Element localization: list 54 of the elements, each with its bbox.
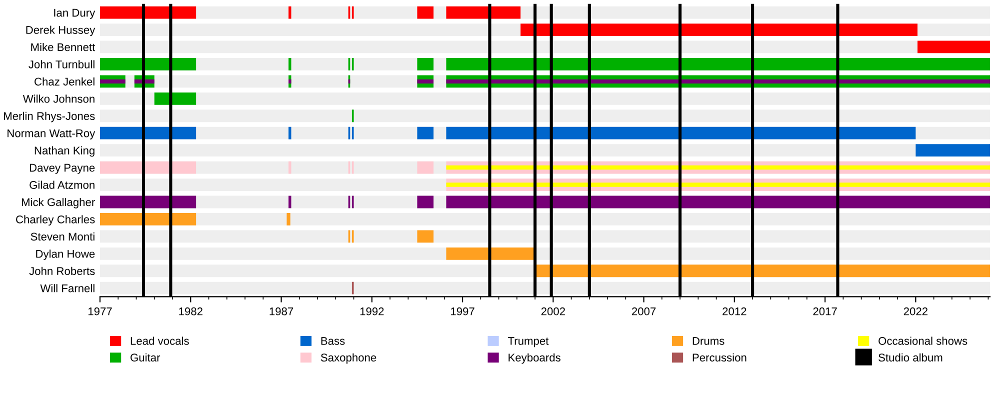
legend-label: Drums: [692, 337, 724, 345]
legend-label: Studio album: [878, 353, 942, 362]
y-tick-label: Dylan Howe: [36, 250, 95, 260]
x-tick-label: 1987: [270, 307, 294, 316]
x-tick-label: 1997: [451, 307, 474, 316]
legend-label: Keyboards: [508, 353, 560, 364]
bar: [417, 6, 434, 19]
y-tick-label: Mike Bennett: [31, 42, 96, 52]
y-tick-label: Will Farnell: [40, 284, 94, 292]
y-tick-label: Chaz Jenkel: [34, 77, 94, 86]
bar: [417, 230, 434, 243]
y-tick-label: Wilko Johnson: [22, 94, 94, 103]
x-tick-label: 1992: [360, 307, 384, 316]
y-tick-label: Merlin Rhys-Jones: [4, 112, 95, 122]
legend-label: Lead vocals: [130, 336, 189, 345]
legend-label: Percussion: [692, 353, 746, 362]
y-tick-label: Nathan King: [34, 146, 94, 157]
y-tick-label: John Roberts: [29, 266, 95, 276]
bar: [100, 213, 196, 226]
bar: [417, 161, 434, 174]
y-tick-label: Gilad Atzmon: [30, 180, 94, 189]
bar: [446, 6, 521, 19]
y-tick-label: Davey Payne: [30, 164, 95, 174]
y-tick-label: John Turnbull: [28, 60, 94, 68]
bar: [286, 213, 290, 226]
bar: [535, 264, 990, 278]
legend-label: Saxophone: [320, 353, 376, 364]
y-tick-label: Charley Charles: [16, 215, 95, 226]
bar: [288, 126, 292, 140]
bar: [917, 40, 990, 54]
y-tick-label: Mick Gallagher: [22, 198, 95, 208]
legend-label: Bass: [321, 337, 345, 345]
y-tick-label: Ian Dury: [54, 8, 96, 19]
y-tick-label: Steven Monti: [30, 232, 94, 241]
bar: [288, 58, 292, 70]
x-tick-label: 2012: [722, 307, 746, 316]
legend-label: Trumpet: [508, 337, 549, 348]
bar: [446, 247, 536, 260]
x-tick-label: 2017: [813, 307, 837, 316]
x-tick-label: 1977: [88, 307, 112, 316]
bar: [417, 58, 434, 70]
x-tick-label: 2002: [541, 307, 565, 316]
bar: [100, 6, 196, 19]
x-tick-label: 2007: [632, 307, 656, 316]
y-tick-label: Norman Watt-Roy: [8, 129, 96, 140]
legend-label: Occasional shows: [878, 336, 968, 345]
bar: [154, 92, 196, 105]
y-tick-label: Derek Hussey: [26, 26, 96, 36]
bar: [417, 126, 434, 140]
bar: [916, 144, 990, 157]
legend-label: Guitar: [130, 353, 160, 362]
x-tick-label: 1982: [179, 307, 202, 316]
x-tick-label: 2022: [904, 307, 928, 316]
bar: [100, 126, 196, 140]
